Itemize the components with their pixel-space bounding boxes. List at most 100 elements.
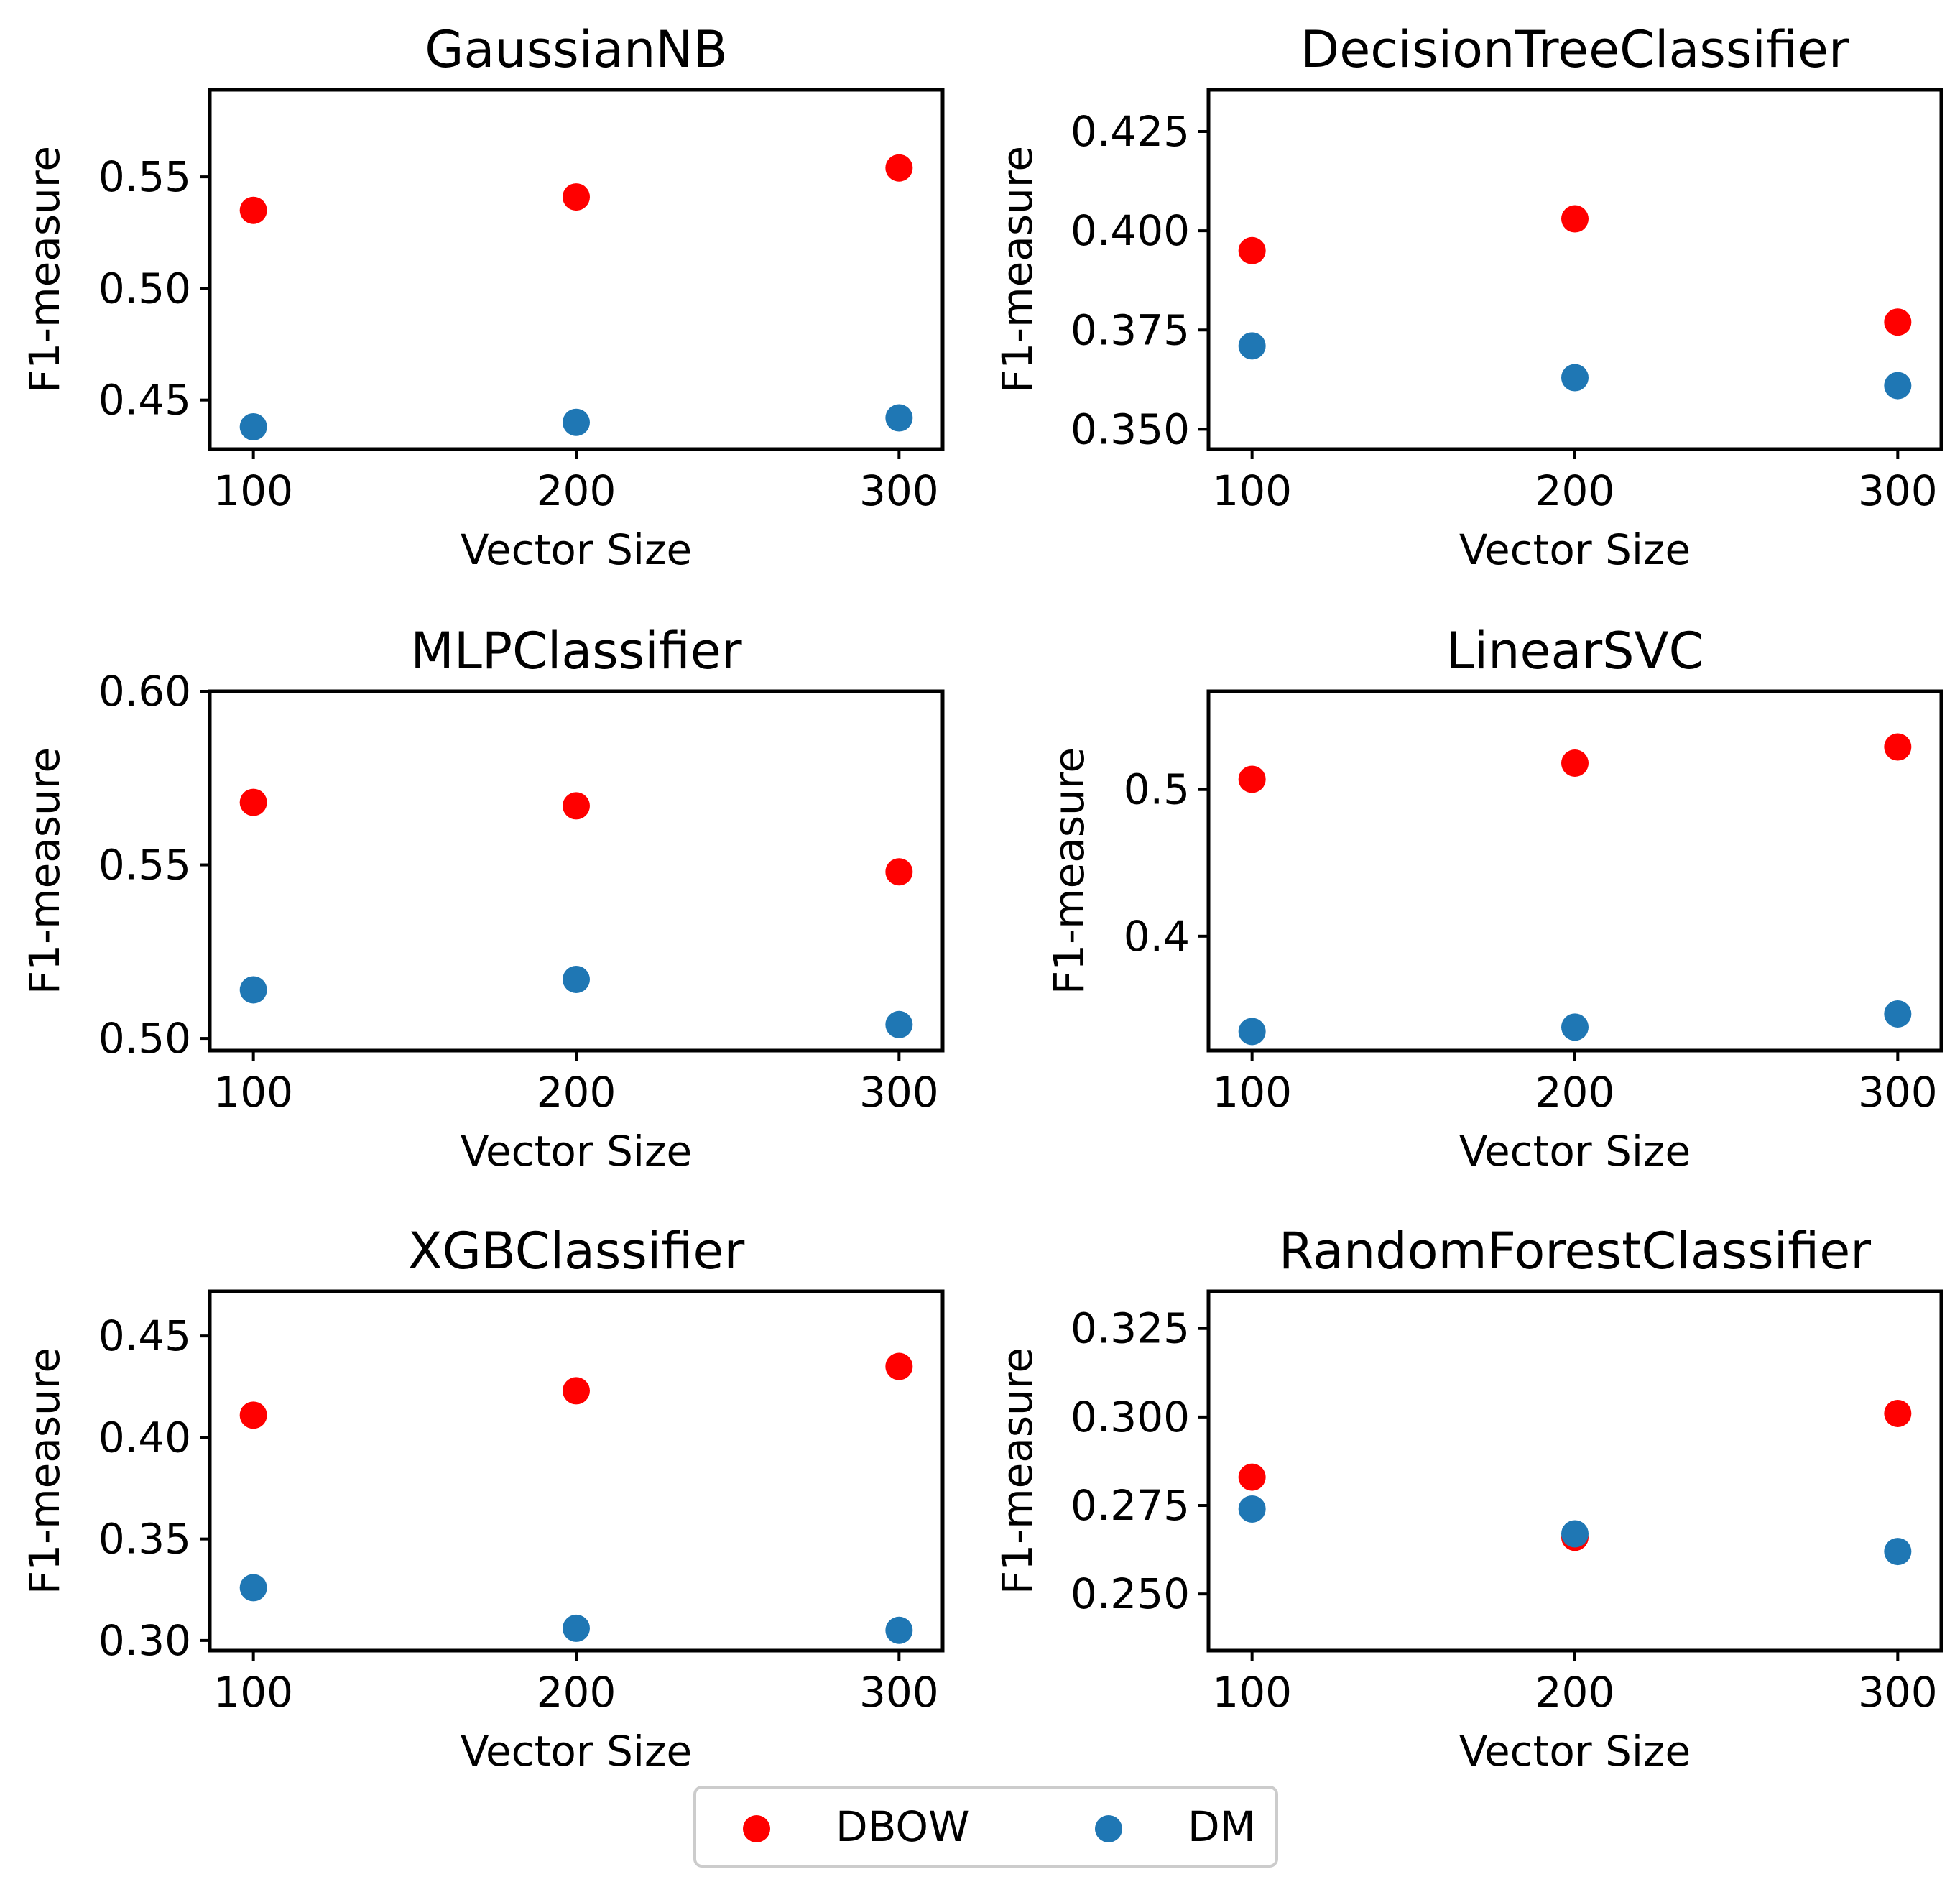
- y-tick-label: 0.55: [98, 152, 191, 201]
- y-tick-label: 0.50: [98, 1014, 191, 1063]
- x-tick-label: 200: [537, 1668, 616, 1717]
- legend-marker-dm: [1095, 1815, 1122, 1842]
- point-dbow-300: [885, 1352, 913, 1380]
- y-tick-label: 0.350: [1071, 405, 1190, 453]
- y-axis-label: F1-measure: [993, 146, 1042, 393]
- x-axis-label: Vector Size: [461, 525, 692, 574]
- legend-label-dm: DM: [1188, 1802, 1256, 1851]
- point-dm-100: [239, 976, 267, 1004]
- x-tick-label: 200: [537, 1068, 616, 1117]
- point-dm-300: [885, 404, 913, 432]
- point-dm-100: [239, 412, 267, 440]
- x-tick-label: 300: [859, 1668, 939, 1717]
- y-tick-label: 0.35: [98, 1515, 191, 1564]
- y-tick-label: 0.300: [1071, 1393, 1190, 1442]
- x-tick-label: 100: [1212, 1668, 1292, 1717]
- point-dbow-200: [1561, 749, 1589, 777]
- subplot-xgbclassifier: XGBClassifier 100 200 300 0.30 0.35 0.40 0.45 Ve…: [20, 1222, 945, 1776]
- x-tick-label: 100: [213, 1068, 293, 1117]
- x-axis-label: Vector Size: [1459, 525, 1691, 574]
- y-tick-label: 0.55: [98, 841, 191, 890]
- x-axis-label: Vector Size: [1459, 1127, 1691, 1176]
- subplot-gaussiannb: GaussianNB 100 200 300 0.45 0.50 0.55 Vector Si…: [20, 20, 945, 574]
- point-dbow-300: [885, 858, 913, 886]
- x-tick-label: 100: [213, 466, 293, 515]
- point-dbow-200: [563, 1377, 590, 1405]
- legend-label-dbow: DBOW: [836, 1802, 969, 1851]
- x-axis-label: Vector Size: [1459, 1727, 1691, 1776]
- x-tick-label: 300: [859, 1068, 939, 1117]
- y-axis-label: F1-measure: [1045, 747, 1094, 995]
- y-tick-label: 0.30: [98, 1616, 191, 1665]
- y-axis-label: F1-measure: [993, 1347, 1042, 1595]
- chart-title: RandomForestClassifier: [1279, 1222, 1871, 1281]
- y-tick-label: 0.45: [98, 1311, 191, 1360]
- point-dbow-100: [239, 196, 267, 224]
- point-dbow-300: [1884, 308, 1912, 336]
- x-axis-label: Vector Size: [461, 1127, 692, 1176]
- y-tick-label: 0.50: [98, 264, 191, 313]
- chart-title: MLPClassifier: [410, 622, 741, 681]
- point-dbow-200: [563, 183, 590, 211]
- point-dm-300: [1884, 1000, 1912, 1028]
- x-axis-label: Vector Size: [461, 1727, 692, 1776]
- markers: [1238, 205, 1912, 400]
- y-tick-label: 0.375: [1071, 305, 1190, 354]
- y-tick-label: 0.400: [1071, 206, 1190, 255]
- point-dbow-300: [885, 154, 913, 182]
- x-tick-label: 300: [1858, 466, 1938, 515]
- point-dm-300: [885, 1010, 913, 1038]
- chart-title: LinearSVC: [1446, 622, 1704, 681]
- chart-title: GaussianNB: [425, 20, 728, 79]
- y-tick-label: 0.60: [98, 667, 191, 716]
- x-tick-label: 200: [537, 466, 616, 515]
- point-dm-200: [563, 1614, 590, 1642]
- y-tick-label: 0.250: [1071, 1569, 1190, 1618]
- point-dbow-100: [239, 1401, 267, 1429]
- chart-title: XGBClassifier: [408, 1222, 745, 1281]
- markers: [239, 788, 913, 1038]
- point-dbow-200: [1561, 205, 1589, 233]
- y-tick-label: 0.45: [98, 376, 191, 425]
- y-tick-label: 0.40: [98, 1413, 191, 1462]
- point-dbow-300: [1884, 733, 1912, 761]
- point-dbow-100: [239, 788, 267, 816]
- point-dm-300: [885, 1616, 913, 1644]
- x-tick-label: 200: [1535, 1068, 1615, 1117]
- markers: [239, 1352, 913, 1644]
- y-tick-label: 0.4: [1124, 912, 1190, 961]
- point-dm-200: [1561, 364, 1589, 392]
- point-dbow-100: [1238, 765, 1266, 793]
- point-dm-100: [239, 1574, 267, 1602]
- subplot-decisiontreeclassifier: DecisionTreeClassifier 100 200 300 0.350 0.37…: [993, 20, 1943, 574]
- point-dm-100: [1238, 1495, 1266, 1523]
- point-dm-100: [1238, 332, 1266, 360]
- subplot-linearsvc: LinearSVC 100 200 300 0.4 0.5 Vector Size F1-me…: [1045, 622, 1943, 1176]
- y-axis-label: F1-measure: [20, 747, 69, 995]
- point-dbow-300: [1884, 1399, 1912, 1427]
- chart-title: DecisionTreeClassifier: [1300, 20, 1849, 79]
- x-tick-label: 200: [1535, 466, 1615, 515]
- x-tick-label: 100: [1212, 1068, 1292, 1117]
- markers: [239, 154, 913, 440]
- markers: [1238, 1399, 1912, 1566]
- x-tick-label: 300: [1858, 1668, 1938, 1717]
- point-dm-200: [1561, 1013, 1589, 1041]
- point-dbow-100: [1238, 1463, 1266, 1491]
- point-dbow-200: [563, 792, 590, 820]
- point-dm-100: [1238, 1018, 1266, 1046]
- y-tick-label: 0.325: [1071, 1304, 1190, 1353]
- y-tick-label: 0.5: [1124, 765, 1190, 814]
- point-dm-300: [1884, 372, 1912, 400]
- legend-frame: [693, 1786, 1278, 1868]
- x-tick-label: 300: [859, 466, 939, 515]
- x-tick-label: 100: [1212, 466, 1292, 515]
- subplot-mlpclassifier: MLPClassifier 100 200 300 0.50 0.55 0.60 Vector…: [20, 622, 945, 1176]
- point-dbow-100: [1238, 236, 1266, 264]
- subplot-grid: GaussianNB 100 200 300 0.45 0.50 0.55 Vector Si…: [20, 20, 1943, 1776]
- x-tick-label: 200: [1535, 1668, 1615, 1717]
- point-dm-200: [563, 965, 590, 993]
- y-axis-label: F1-measure: [20, 146, 69, 393]
